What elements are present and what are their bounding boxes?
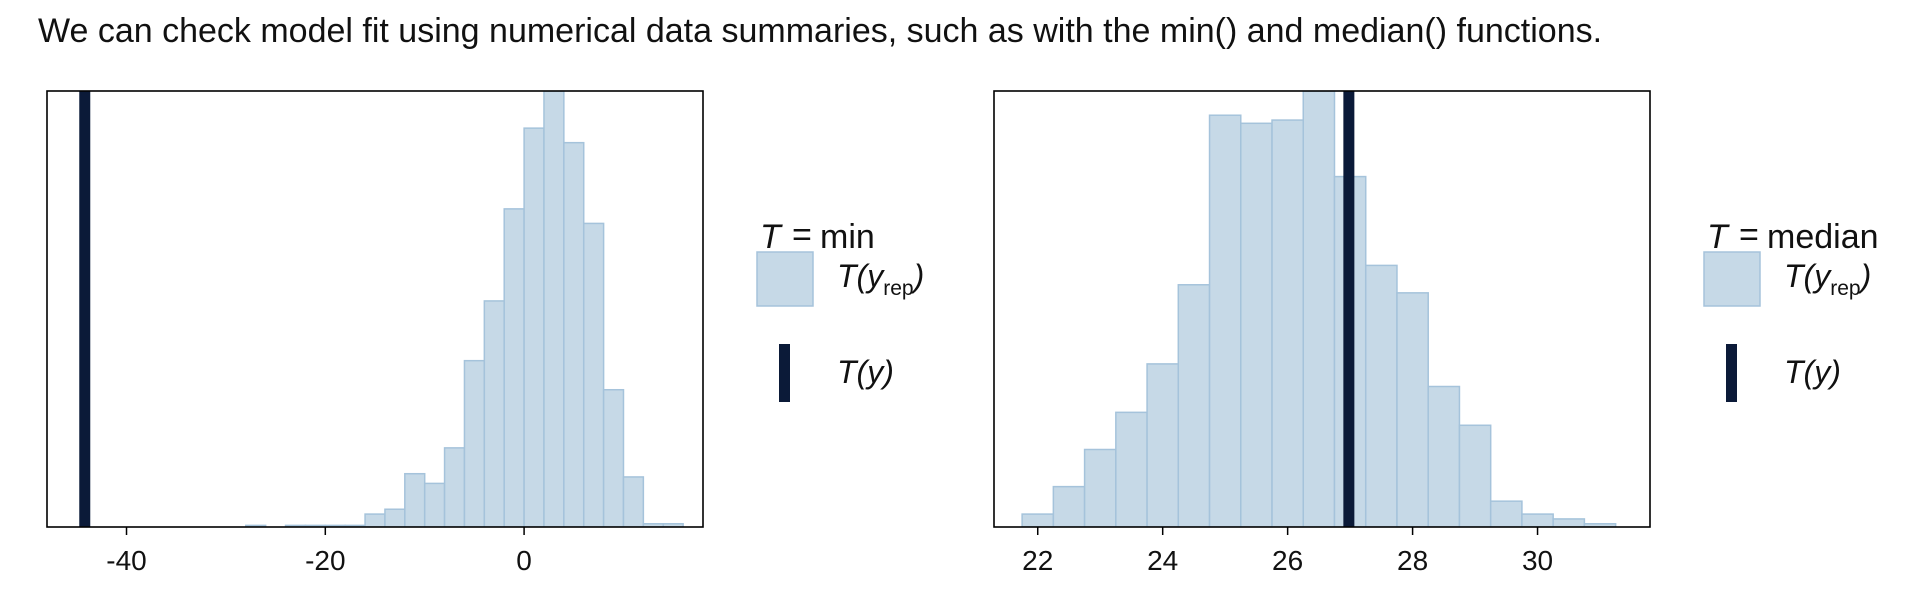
x-tick-label: 26 [1272,545,1303,576]
histogram-bar [443,447,466,527]
histogram-bar [1177,284,1211,527]
histogram-bar [543,91,565,527]
x-tick-label: 0 [516,545,532,576]
histogram-bar [1021,513,1055,527]
histogram-bar [1146,363,1180,527]
histogram-bar [483,300,505,527]
legend-yrep-suffix: ) [1857,258,1872,294]
histogram-bar [364,513,386,527]
x-tick-label: 22 [1022,545,1053,576]
legend-title-equals: = [792,216,812,254]
histogram-bar [1427,385,1461,527]
histogram-bar [1521,513,1554,527]
histogram-bar [523,127,545,527]
legend-yrep-prefix: T( [837,258,871,294]
histogram-bar [1364,264,1398,527]
x-tick-label: 30 [1522,545,1553,576]
histogram-bar [1396,292,1429,527]
panel-border [993,90,1651,528]
legend-key-observed [779,344,790,402]
legend-key-observed [1726,344,1737,402]
legend-yrep-y: y [1812,258,1832,294]
histogram-bar [463,359,486,527]
legend-yrep-suffix: ) [910,258,925,294]
histogram-bar [1083,448,1117,527]
legend-title-statistic: min [820,218,875,256]
histogram-bar [582,222,605,527]
histogram-bar [503,208,525,527]
legend-title-statistic: median [1767,218,1879,256]
histogram-bar [1271,119,1305,527]
legend-yrep-prefix: T( [1784,258,1818,294]
x-tick-label: 24 [1147,545,1178,576]
legend-label-observed: T(y) [837,354,894,390]
legend-key-yrep [756,251,814,307]
histogram-bar [245,524,267,527]
histogram-bars [1021,91,1617,527]
histogram-bar [602,388,625,527]
legend-key-yrep [1703,251,1761,307]
histogram-bar [563,141,585,527]
caption-text: We can check model fit using numerical d… [38,12,1603,50]
histogram-bar [1302,91,1336,527]
legend-label-yrep: T(yrep) [837,258,924,300]
histogram-bar [1240,122,1273,527]
histogram-bar [384,508,406,527]
panel-border [46,90,704,528]
legend-label-yrep: T(yrep) [1784,258,1871,300]
legend-yrep-sub: rep [1830,277,1860,300]
x-tick-label: -40 [106,545,146,576]
histogram-bars [79,91,684,527]
histogram-bar [404,472,426,527]
histogram-bar [1489,500,1523,527]
x-tick-label: -20 [305,545,345,576]
histogram-bar [1552,518,1586,527]
histogram-bar [423,482,446,527]
histogram-bar [1052,485,1086,527]
histogram-bar [1458,424,1492,527]
histogram-bar [1115,411,1148,527]
histogram-bar [662,523,684,527]
histogram-bar [1583,523,1617,527]
histogram-bar [622,476,645,527]
legend-title-equals: = [1739,216,1759,254]
legend-label-observed: T(y) [1784,354,1841,390]
histogram-bar [1208,114,1242,527]
legend-title-T: T [760,218,783,256]
legend-title-T: T [1707,218,1730,256]
legend-yrep-sub: rep [883,277,913,300]
legend-yrep-y: y [865,258,885,294]
x-tick-label: 28 [1397,545,1428,576]
